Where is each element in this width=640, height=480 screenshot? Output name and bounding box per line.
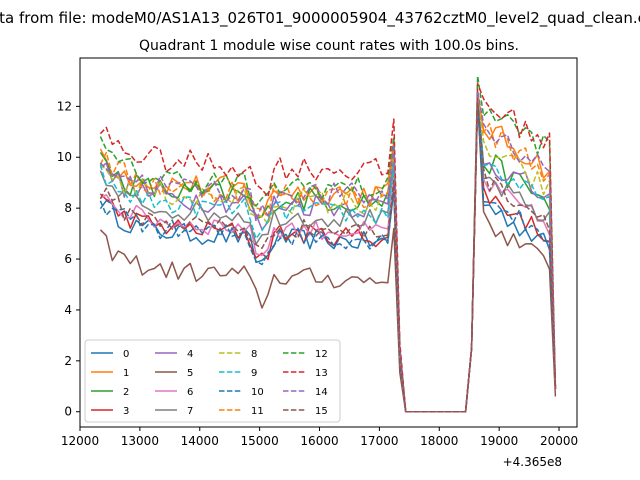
x-tick-label: 14000	[181, 434, 219, 448]
legend-label-8: 8	[251, 349, 257, 360]
legend-label-0: 0	[123, 349, 129, 360]
series-line-15	[99, 100, 557, 413]
y-tick-label: 10	[57, 150, 72, 164]
legend-label-12: 12	[315, 349, 328, 360]
series-line-13	[99, 82, 557, 413]
legend-label-1: 1	[123, 368, 129, 379]
legend-label-4: 4	[187, 349, 193, 360]
y-tick-label: 4	[64, 303, 72, 317]
x-tick-label: 16000	[300, 434, 338, 448]
x-tick-label: 18000	[420, 434, 458, 448]
series-line-10	[99, 97, 557, 413]
legend-label-5: 5	[187, 368, 193, 379]
legend-label-14: 14	[315, 387, 328, 398]
legend-label-15: 15	[315, 406, 328, 417]
chart-title: Quadrant 1 module wise count rates with …	[139, 38, 519, 54]
legend-label-2: 2	[123, 387, 129, 398]
legend-label-11: 11	[251, 406, 264, 417]
series-layer	[99, 75, 557, 413]
y-tick-label: 0	[64, 405, 72, 419]
x-tick-label: 15000	[241, 434, 279, 448]
legend-label-3: 3	[123, 406, 129, 417]
axes-layer: 12000 13000 14000 15000 16000 17000 18000 19000…	[57, 99, 578, 448]
figure-suptitle: Data from file: modeM0/AS1A13_026T01_900…	[0, 9, 640, 28]
x-tick-label: 12000	[61, 434, 99, 448]
x-tick-label: 20000	[540, 434, 578, 448]
y-tick-label: 8	[64, 201, 72, 215]
legend-label-13: 13	[315, 368, 328, 379]
legend-frame	[84, 339, 341, 423]
series-line-5	[99, 100, 557, 413]
series-line-14	[99, 90, 557, 413]
y-tick-label: 6	[64, 252, 72, 266]
legend-label-9: 9	[251, 368, 257, 379]
x-tick-label: 17000	[360, 434, 398, 448]
x-tick-label: 13000	[121, 434, 159, 448]
legend-label-10: 10	[251, 387, 264, 398]
plot-frame	[79, 57, 578, 428]
x-axis-offset-label: +4.365e8	[503, 455, 562, 469]
legend-label-7: 7	[187, 406, 193, 417]
x-tick-label: 19000	[480, 434, 518, 448]
y-tick-label: 12	[57, 99, 72, 113]
legend-label-6: 6	[187, 387, 193, 398]
y-tick-label: 2	[64, 354, 72, 368]
series-line-11	[99, 92, 557, 413]
